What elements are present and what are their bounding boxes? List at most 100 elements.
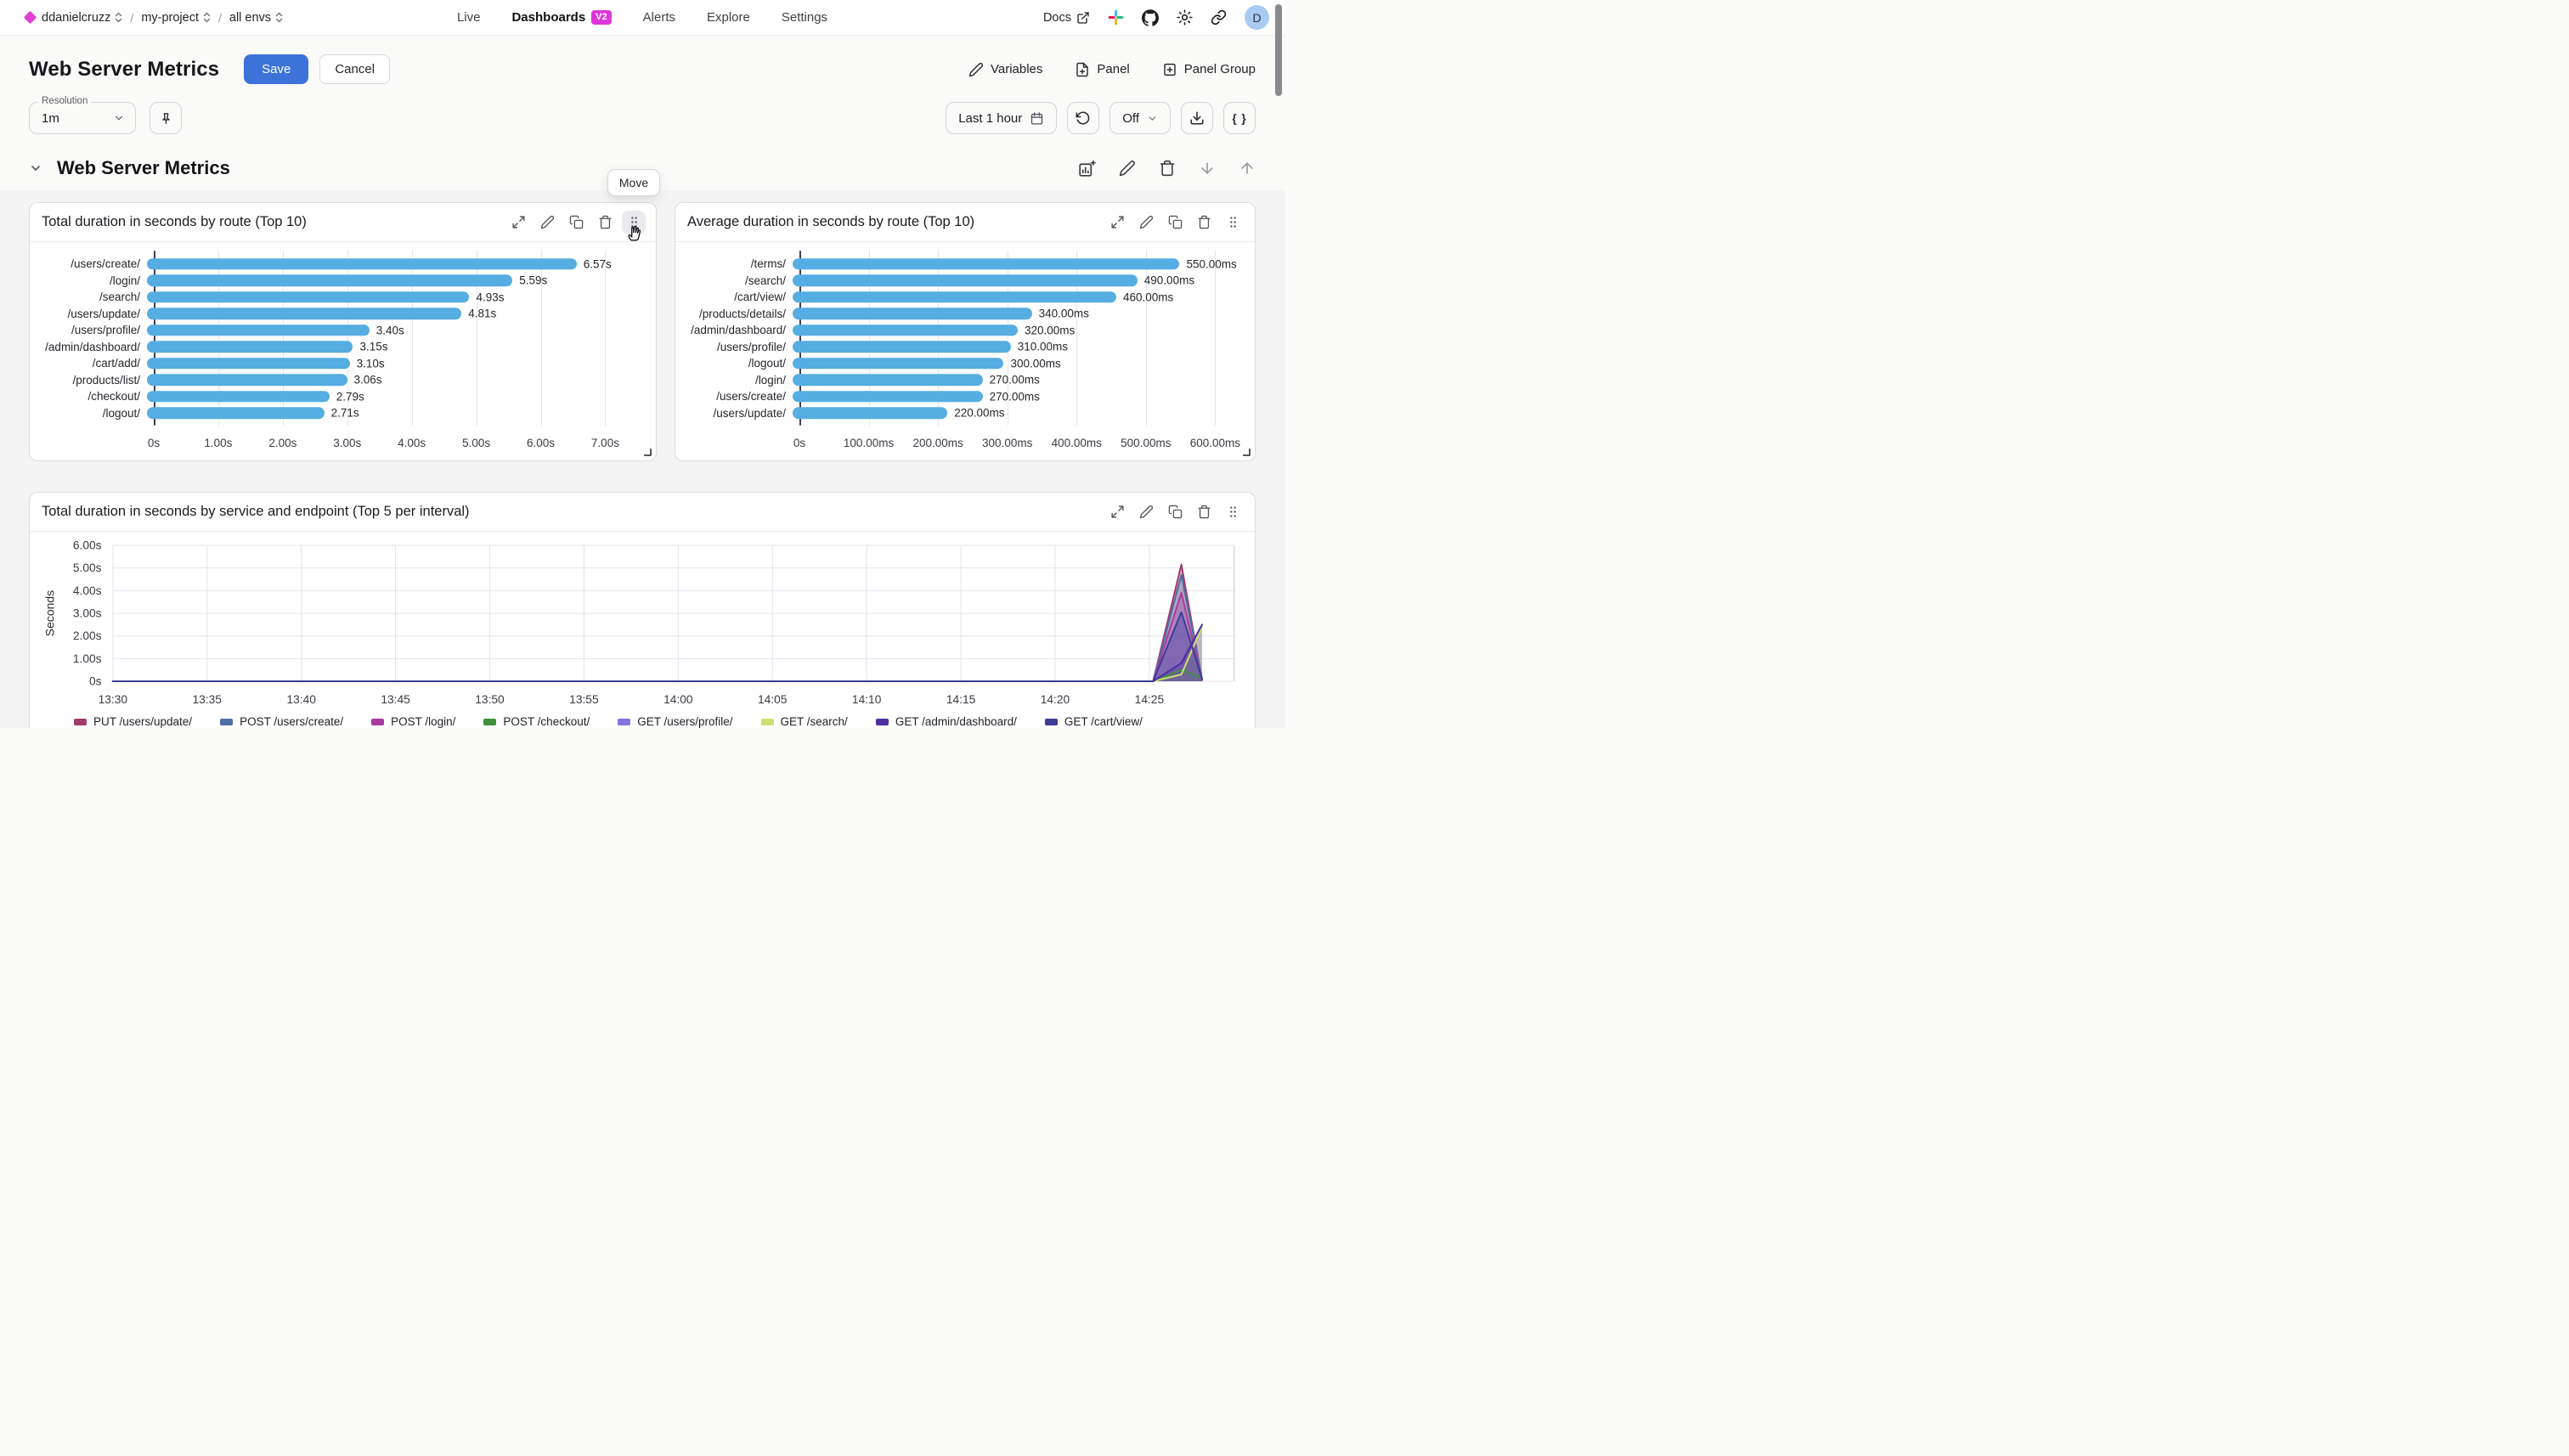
json-view-button[interactable]: { } xyxy=(1223,102,1256,134)
move-group-down-icon[interactable] xyxy=(1199,160,1216,177)
slack-icon[interactable] xyxy=(1108,9,1124,25)
github-icon[interactable] xyxy=(1142,8,1159,26)
series-line[interactable] xyxy=(111,611,1203,682)
y-axis-tick-label: 5.00s xyxy=(73,562,102,574)
nav-tab-explore[interactable]: Explore xyxy=(707,10,750,25)
breadcrumb-org[interactable]: ddanielcruzz xyxy=(42,11,122,25)
edit-panel-icon[interactable] xyxy=(1134,500,1158,524)
bar[interactable] xyxy=(793,374,983,386)
theme-toggle-icon[interactable] xyxy=(1177,9,1193,25)
docs-link[interactable]: Docs xyxy=(1043,11,1090,25)
series-line[interactable] xyxy=(111,592,1203,682)
file-plus-icon xyxy=(1076,62,1089,76)
bar-category-label: /logout/ xyxy=(102,406,140,420)
resolution-select[interactable]: Resolution 1m xyxy=(29,96,136,134)
download-button[interactable] xyxy=(1181,102,1213,134)
series-line[interactable] xyxy=(111,626,1203,682)
nav-tab-alerts[interactable]: Alerts xyxy=(643,10,675,25)
bar[interactable] xyxy=(793,258,1180,270)
edit-panel-icon[interactable] xyxy=(535,211,559,234)
cancel-button[interactable]: Cancel xyxy=(319,54,391,84)
bar[interactable] xyxy=(793,407,948,419)
legend-item[interactable]: GET /search/ xyxy=(760,715,848,728)
bar[interactable] xyxy=(147,324,370,336)
drag-panel-handle[interactable] xyxy=(1221,500,1245,524)
legend-item[interactable]: PUT /users/update/ xyxy=(74,715,192,728)
bar[interactable] xyxy=(147,308,462,319)
bar[interactable] xyxy=(147,358,350,370)
series-line[interactable] xyxy=(111,624,1203,682)
variables-button[interactable]: Variables xyxy=(968,62,1042,77)
drag-panel-handle[interactable]: Move xyxy=(607,168,661,240)
area-chart[interactable]: 0s 1.00s 2.00s 3.00s 4.00s 5.00s 6.00s Seconds 1… xyxy=(33,539,1246,714)
edit-panel-icon[interactable] xyxy=(1134,211,1158,234)
bar[interactable] xyxy=(793,291,1116,303)
nav-tab-dashboards[interactable]: Dashboards V2 xyxy=(511,10,612,25)
legend-item[interactable]: POST /users/create/ xyxy=(220,715,343,728)
gridline xyxy=(868,251,870,426)
brand-logo-icon[interactable] xyxy=(23,10,37,25)
share-link-icon[interactable] xyxy=(1211,9,1227,25)
delete-panel-icon[interactable] xyxy=(593,211,617,234)
drag-panel-handle[interactable] xyxy=(1221,211,1245,234)
bar[interactable] xyxy=(147,391,330,403)
bar-category-label: /products/details/ xyxy=(698,307,786,320)
duplicate-panel-icon[interactable] xyxy=(564,211,588,234)
bar[interactable] xyxy=(793,341,1011,353)
panel-resize-handle[interactable] xyxy=(1243,449,1251,456)
duplicate-panel-icon[interactable] xyxy=(1163,500,1187,524)
bar[interactable] xyxy=(793,391,983,403)
bar[interactable] xyxy=(147,291,470,303)
page-title: Web Server Metrics xyxy=(29,57,220,81)
bar[interactable] xyxy=(147,258,577,270)
bar[interactable] xyxy=(147,407,325,419)
legend-item[interactable]: GET /admin/dashboard/ xyxy=(875,715,1017,728)
bar[interactable] xyxy=(147,341,353,353)
collapse-chevron-icon[interactable] xyxy=(29,161,42,175)
delete-panel-icon[interactable] xyxy=(1192,500,1216,524)
bar[interactable] xyxy=(793,358,1004,370)
user-avatar[interactable]: D xyxy=(1245,5,1269,30)
series-line[interactable] xyxy=(111,563,1203,682)
save-button[interactable]: Save xyxy=(244,54,309,84)
pin-resolution-button[interactable] xyxy=(150,102,182,134)
time-range-button[interactable]: Last 1 hour xyxy=(946,102,1058,134)
bar[interactable] xyxy=(147,374,347,386)
series-line[interactable] xyxy=(111,669,1203,682)
gridline xyxy=(540,251,542,426)
auto-refresh-select[interactable]: Off xyxy=(1109,102,1171,134)
bar-track: 270.00ms xyxy=(793,388,1243,405)
legend-item[interactable]: GET /cart/view/ xyxy=(1044,715,1143,728)
expand-panel-icon[interactable] xyxy=(1105,500,1129,524)
panel-resize-handle[interactable] xyxy=(644,449,652,456)
bar[interactable] xyxy=(793,324,1018,336)
add-panel-group-button[interactable]: Panel Group xyxy=(1162,62,1256,77)
bar-track: 3.40s xyxy=(147,322,644,339)
breadcrumb-project[interactable]: my-project xyxy=(141,11,211,25)
nav-tab-live[interactable]: Live xyxy=(457,10,481,25)
legend-item[interactable]: POST /login/ xyxy=(371,715,455,728)
refresh-button[interactable] xyxy=(1067,102,1100,134)
bar[interactable] xyxy=(793,274,1138,286)
edit-group-icon[interactable] xyxy=(1119,160,1136,177)
bar-value-label: 2.71s xyxy=(330,406,359,420)
series-line[interactable] xyxy=(111,612,1203,682)
delete-panel-icon[interactable] xyxy=(1192,211,1216,234)
bar[interactable] xyxy=(147,274,513,286)
bar[interactable] xyxy=(793,308,1032,319)
vertical-scrollbar-thumb[interactable] xyxy=(1275,4,1282,96)
legend-item[interactable]: POST /checkout/ xyxy=(483,715,590,728)
breadcrumb-env[interactable]: all envs xyxy=(229,11,283,25)
delete-group-icon[interactable] xyxy=(1159,160,1176,177)
expand-panel-icon[interactable] xyxy=(1105,211,1129,234)
move-group-up-icon[interactable] xyxy=(1239,160,1256,177)
expand-panel-icon[interactable] xyxy=(506,211,530,234)
nav-tab-settings[interactable]: Settings xyxy=(782,10,827,25)
v2-badge: V2 xyxy=(591,10,612,25)
bar-chart-average-duration: /terms/550.00ms/search/490.00ms/cart/vie… xyxy=(680,251,1243,460)
y-axis-tick-label: 3.00s xyxy=(73,607,102,620)
add-panel-button[interactable]: Panel xyxy=(1075,62,1130,77)
legend-item[interactable]: GET /users/profile/ xyxy=(618,715,733,728)
duplicate-panel-icon[interactable] xyxy=(1163,211,1187,234)
add-chart-icon[interactable] xyxy=(1078,160,1096,178)
